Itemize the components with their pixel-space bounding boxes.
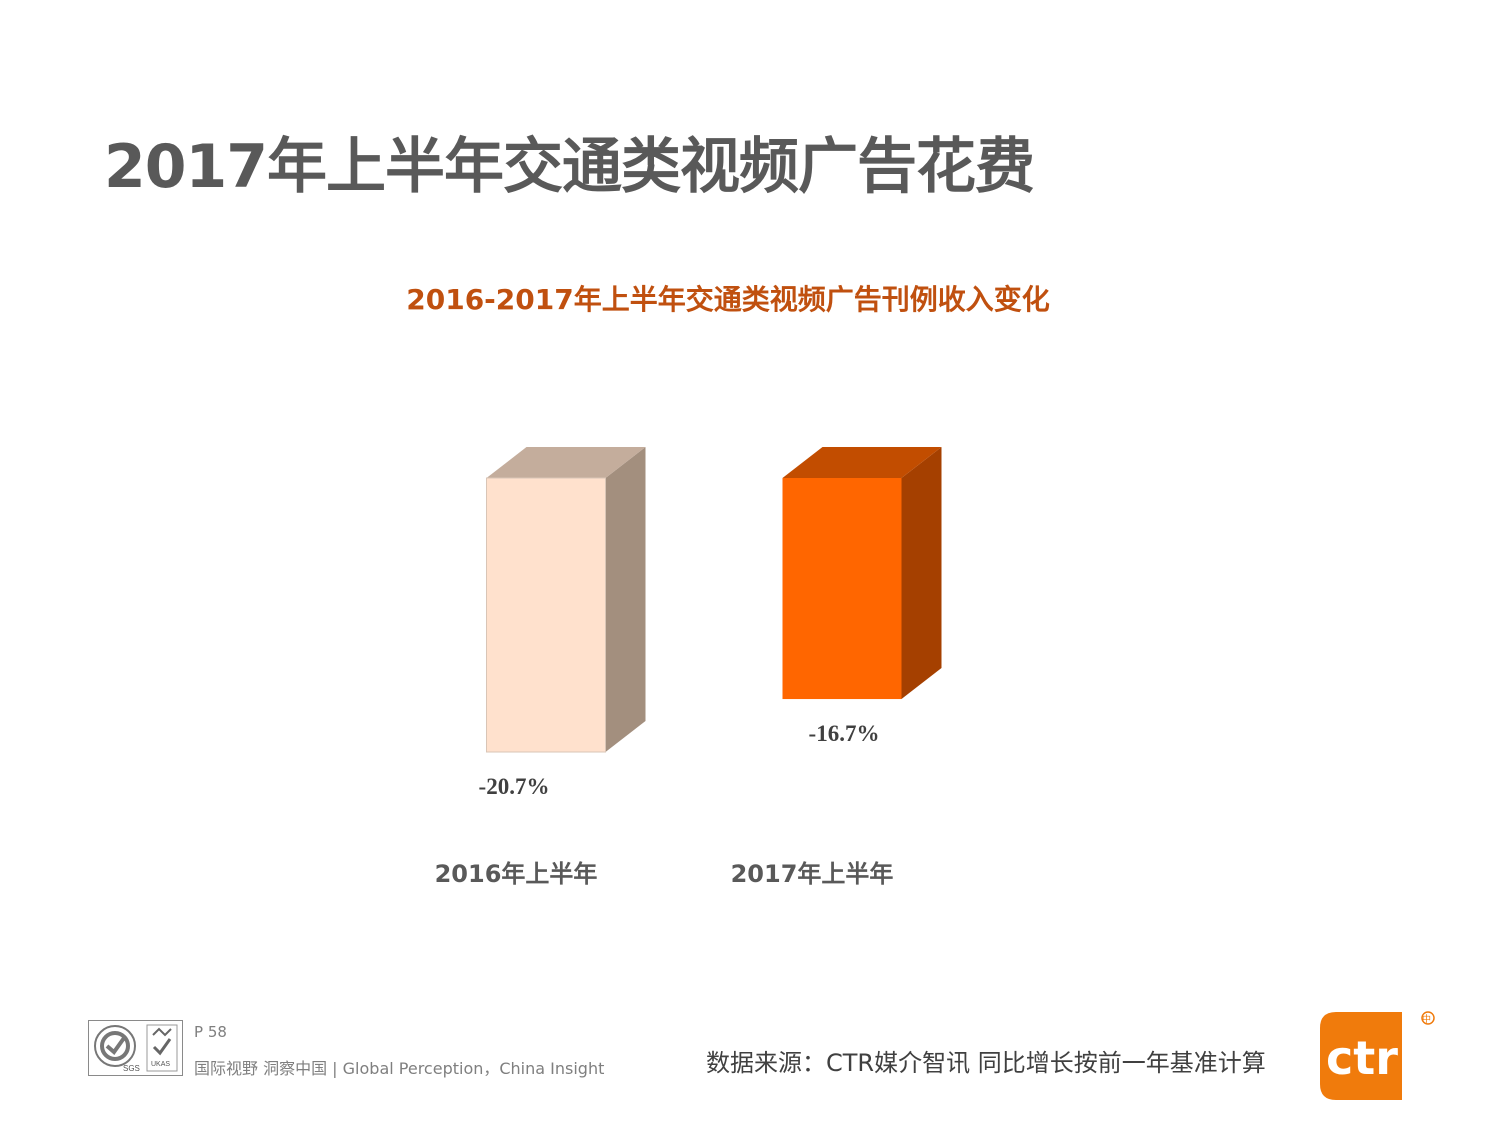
ctr-logo: ctr 中 bbox=[1318, 1008, 1442, 1112]
data-label-1: -20.7% bbox=[479, 774, 550, 799]
bar-side-2 bbox=[901, 447, 942, 700]
source-note: 数据来源：CTR媒介智讯 同比增长按前一年基准计算 bbox=[706, 1049, 1266, 1077]
bar-top-1 bbox=[486, 447, 646, 478]
category-label-1: 2016年上半年 bbox=[435, 860, 598, 888]
bar-top-2 bbox=[782, 447, 942, 478]
chart-title: 2016-2017年上半年交通类视频广告刊例收入变化 bbox=[406, 283, 1050, 316]
bar-1 bbox=[486, 477, 606, 753]
ctr-logo-text: ctr bbox=[1326, 1031, 1398, 1085]
ctr-logo-icon bbox=[1320, 1012, 1402, 1100]
page-number: P 58 bbox=[194, 1023, 227, 1041]
bar-2 bbox=[782, 478, 902, 700]
tagline: 国际视野 洞察中国 | Global Perception，China Insi… bbox=[194, 1059, 605, 1078]
category-label-2: 2017年上半年 bbox=[731, 860, 894, 888]
bar-side-1 bbox=[605, 447, 646, 752]
page-title: 2017年上半年交通类视频广告花费 bbox=[104, 132, 1035, 202]
ukas-logo-icon: UKAS bbox=[146, 1024, 178, 1072]
sgs-logo-text: SGS bbox=[123, 1064, 140, 1073]
registered-mark-icon bbox=[1421, 1011, 1435, 1025]
data-label-2: -16.7% bbox=[809, 721, 880, 746]
certification-logos: SGS UKAS bbox=[88, 1020, 183, 1076]
ukas-logo-text: UKAS bbox=[151, 1061, 170, 1068]
sgs-logo-icon: SGS bbox=[94, 1025, 140, 1073]
bar-chart: -20.7% 2016年上半年 -16.7% 2017年上半年 bbox=[435, 447, 942, 888]
registered-mark-text: 中 bbox=[1422, 1013, 1431, 1025]
